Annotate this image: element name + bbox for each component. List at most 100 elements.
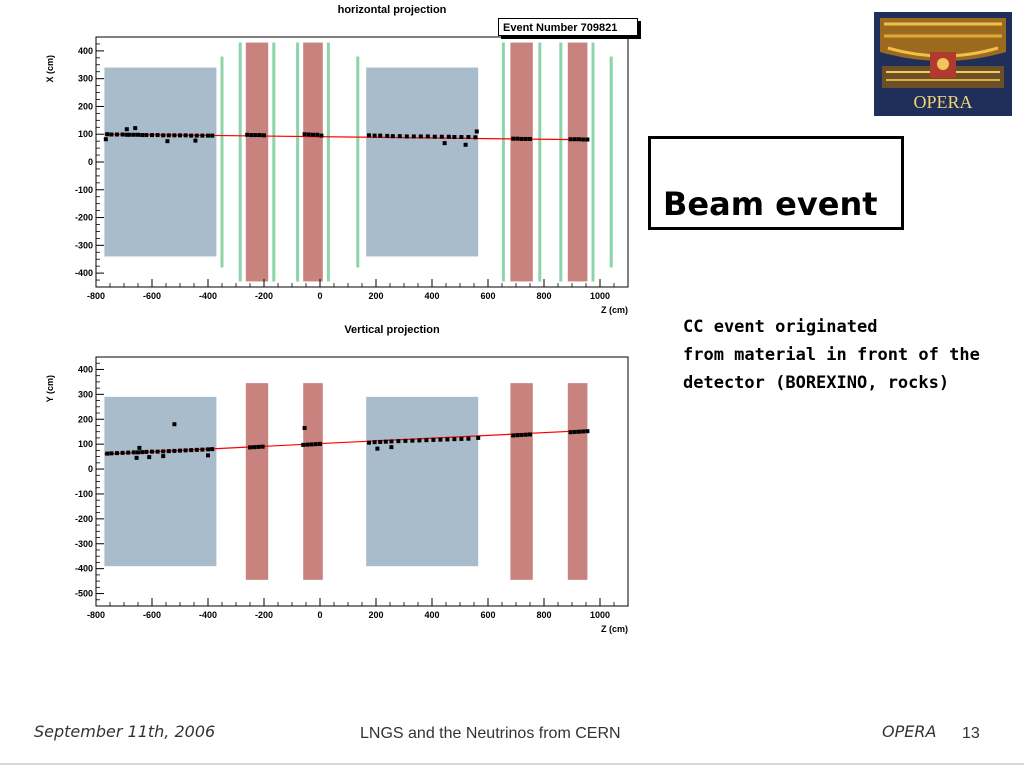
hit-point [572,137,577,142]
hit-point [115,132,119,137]
hit-point [577,429,581,434]
x-tick-label: 1000 [590,610,610,620]
hit-point [166,133,171,138]
hit-point [136,450,140,455]
note-line: detector (BOREXINO, rocks) [683,373,950,393]
y-tick-label: -300 [75,539,93,549]
hit-point [390,134,395,139]
target-region [104,67,217,257]
y-tick-label: -100 [75,185,93,195]
opera-logo-text: OPERA [913,92,972,112]
hit-point [446,134,451,139]
hit-point [568,430,573,435]
x-tick-label: 200 [368,291,383,301]
y-tick-label: 400 [78,46,93,56]
hit-point [124,127,129,132]
hit-point [166,449,171,454]
spectrometer-region [510,383,533,580]
hit-point [397,134,402,139]
x-tick-label: -800 [87,291,105,301]
hit-point [372,440,377,445]
hit-point [165,139,170,144]
hit-point [375,446,380,451]
hit-point [319,133,324,138]
y-tick-label: 400 [78,364,93,374]
hit-point [309,442,314,447]
hit-point [253,133,258,138]
hit-point [581,137,586,142]
hit-point [127,132,132,137]
x-axis-label: Z (cm) [601,624,628,634]
hit-point [311,132,315,137]
y-tick-label: 300 [78,389,93,399]
x-tick-label: 600 [480,291,495,301]
y-tick-label: -200 [75,213,93,223]
hit-point [206,133,210,138]
y-tick-label: -500 [75,589,93,599]
hit-point [144,449,149,454]
hit-point [172,422,177,427]
hit-point [528,136,532,141]
title-box: Beam event [648,136,904,230]
hit-point [210,447,215,452]
page-number: 13 [962,725,980,742]
hit-point [519,432,524,437]
hit-point [109,451,114,456]
hit-point [383,439,388,444]
spectrometer-region [567,42,588,282]
hit-point [378,133,383,138]
hit-point [476,435,481,440]
hit-point [120,450,125,455]
x-tick-label: 800 [536,610,551,620]
y-tick-label: 0 [88,157,93,167]
hit-point [372,133,377,138]
hit-point [378,439,383,444]
y-tick-label: -300 [75,240,93,250]
event-number-box: Event Number 709821 [498,18,638,36]
hit-point [417,438,422,443]
hit-point [131,132,136,137]
spectrometer-region [567,383,588,580]
x-tick-label: -600 [143,291,161,301]
hit-point [150,133,154,138]
hit-point [418,134,423,139]
hit-point [459,135,464,139]
hit-point [572,429,577,434]
hit-point [245,132,250,137]
hit-point [439,134,444,139]
target-region [366,67,479,257]
hit-point [134,455,139,460]
x-tick-label: -200 [255,610,273,620]
event-number-label: Event Number 709821 [503,22,618,34]
hit-point [105,451,110,456]
note-line: CC event originated [683,317,878,337]
hit-point [389,439,394,444]
hit-point [442,141,447,146]
footer-date: September 11th, 2006 [34,722,216,741]
hit-point [313,442,318,447]
hit-point [403,438,408,443]
hit-point [260,444,265,449]
hit-point [150,449,154,454]
y-tick-label: -100 [75,489,93,499]
hit-point [523,136,528,141]
hit-point [200,447,205,452]
hit-point [137,445,142,450]
x-tick-label: -400 [199,291,217,301]
hit-point [161,133,166,138]
hit-point [140,133,145,138]
hit-point [172,133,177,138]
hit-point [183,448,188,453]
chart-title: Vertical projection [344,324,440,336]
chart-title: horizontal projection [338,4,447,16]
target-region [366,396,479,567]
hit-point [140,450,145,455]
hit-point [256,444,261,449]
hit-point [144,133,149,138]
y-tick-label: 200 [78,101,93,111]
hit-point [249,133,254,138]
hit-point [585,137,590,142]
hit-point [252,445,257,450]
x-tick-label: -400 [199,610,217,620]
hit-point [193,138,198,143]
